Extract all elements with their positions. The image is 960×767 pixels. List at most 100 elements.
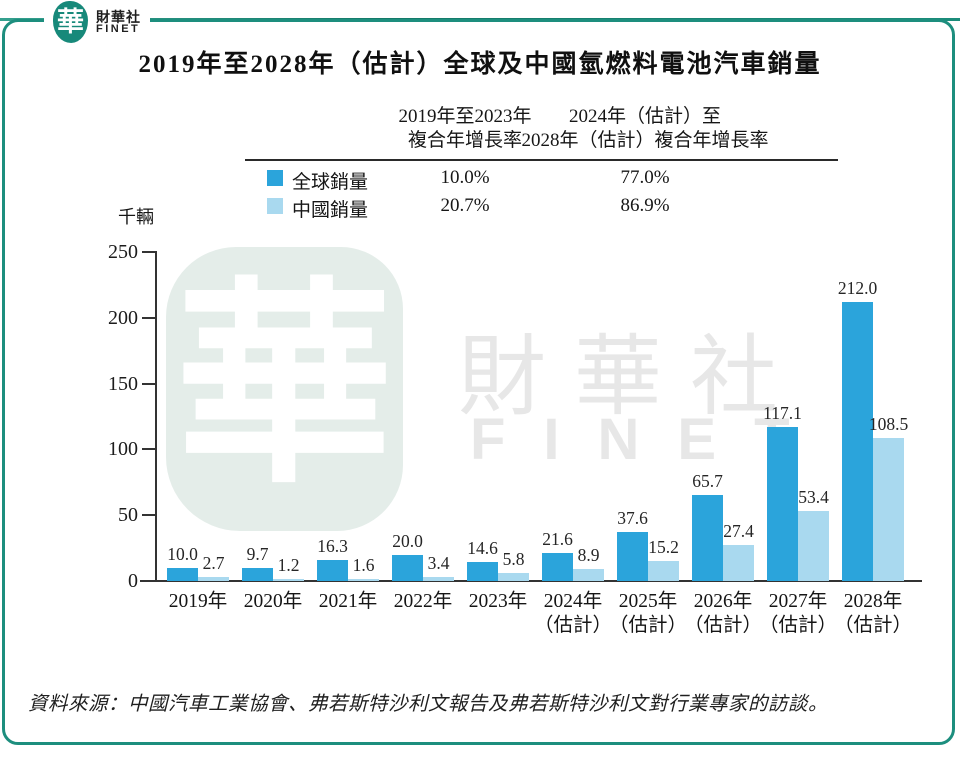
bar-value-china-2024年: 8.9 xyxy=(577,545,600,566)
bar-value-global-2026年: 65.7 xyxy=(692,470,723,491)
x-axis-label-line: 2022年 xyxy=(393,591,453,612)
bar-china-2020年 xyxy=(273,579,304,581)
y-axis-tick-label: 150 xyxy=(108,372,138,395)
x-axis-label-line: 2019年 xyxy=(168,591,228,612)
x-axis-label-2027年: 2027年 （估計） xyxy=(759,590,837,638)
finet-logo: 華 財華社 FINET xyxy=(44,0,150,50)
bar-china-2026年 xyxy=(723,544,754,581)
bar-global-2024年 xyxy=(542,552,573,581)
cagr-header-line: 2019年至2023年 xyxy=(398,106,532,127)
y-axis-tick xyxy=(142,448,157,451)
y-axis-unit-label: 千輛 xyxy=(118,207,154,227)
legend-label-global: 全球銷量 xyxy=(292,172,369,193)
x-axis-line xyxy=(140,580,922,582)
x-axis-label-line: 2020年 xyxy=(243,591,303,612)
y-axis-tick-label: 100 xyxy=(108,438,138,461)
bar-global-2019年 xyxy=(167,567,198,581)
x-axis-label-line: （估計） xyxy=(833,615,913,636)
watermark-text-cn: 財華社 xyxy=(458,330,807,427)
cagr-header-2024-2028: 2024年（估計）至 2028年（估計）複合年增長率 xyxy=(495,105,795,153)
x-axis-label-line: 2023年 xyxy=(468,591,528,612)
x-axis-label-line: （估計） xyxy=(683,615,763,636)
bar-value-china-2019年: 2.7 xyxy=(202,553,225,574)
logo-name-cn: 財華社 xyxy=(96,9,141,25)
bar-global-2022年 xyxy=(392,554,423,581)
bar-value-china-2021年: 1.6 xyxy=(352,554,375,575)
finet-seal-icon: 華 xyxy=(53,1,88,43)
y-axis-tick xyxy=(142,382,157,385)
cagr-value-china-1: 20.7% xyxy=(440,195,490,216)
x-axis-label-line: 2021年 xyxy=(318,591,378,612)
y-axis-tick-label: 0 xyxy=(128,570,138,592)
y-axis-tick-label: 250 xyxy=(108,241,138,263)
cagr-header-line: 複合年增長率 xyxy=(407,130,522,151)
bar-value-china-2027年: 53.4 xyxy=(798,486,829,507)
bar-value-global-2020年: 9.7 xyxy=(246,544,269,565)
x-axis-label-line: 2027年 xyxy=(768,591,828,612)
bar-value-global-2024年: 21.6 xyxy=(542,528,573,549)
y-axis-line xyxy=(155,252,157,581)
cagr-value-global-1: 10.0% xyxy=(440,167,490,188)
cagr-header-line: 2028年（估計）複合年增長率 xyxy=(521,130,769,151)
x-axis-label-2025年: 2025年 （估計） xyxy=(609,590,687,638)
bar-global-2023年 xyxy=(467,561,498,581)
x-axis-label-line: 2028年 xyxy=(843,591,903,612)
bar-value-global-2028年: 212.0 xyxy=(837,278,878,298)
x-axis-label-line: （估計） xyxy=(608,615,688,636)
y-axis-tick xyxy=(142,316,157,319)
bar-value-global-2022年: 20.0 xyxy=(392,530,423,551)
x-axis-label-2026年: 2026年 （估計） xyxy=(684,590,762,638)
x-axis-label-line: 2025年 xyxy=(618,591,678,612)
bar-value-china-2028年: 108.5 xyxy=(868,414,909,435)
y-axis-tick xyxy=(142,251,157,253)
y-axis-tick-label: 200 xyxy=(108,306,138,329)
y-axis-tick xyxy=(142,514,157,517)
bar-value-global-2019年: 10.0 xyxy=(167,543,198,564)
x-axis-label-line: （估計） xyxy=(533,615,613,636)
bar-china-2024年 xyxy=(573,569,604,581)
bar-china-2025年 xyxy=(648,560,679,581)
bar-global-2025年 xyxy=(617,531,648,581)
watermark-seal-icon: 華 xyxy=(166,247,403,531)
source-note: 資料來源：中國汽車工業協會、弗若斯特沙利文報告及弗若斯特沙利文對行業專家的訪談。 xyxy=(28,694,829,715)
bar-china-2028年 xyxy=(873,438,904,581)
cagr-header-2019-2023: 2019年至2023年 複合年增長率 xyxy=(345,105,585,153)
bar-china-2022年 xyxy=(423,576,454,581)
bar-china-2027年 xyxy=(798,510,829,581)
y-axis-tick xyxy=(142,580,157,582)
watermark-seal-character: 華 xyxy=(175,268,394,509)
bar-china-2021年 xyxy=(348,578,379,581)
bar-global-2021年 xyxy=(317,559,348,581)
x-axis-label-2028年: 2028年 （估計） xyxy=(834,590,912,638)
chart-title: 2019年至2028年（估計）全球及中國氫燃料電池汽車銷量 xyxy=(138,51,822,78)
cagr-header-line: 2024年（估計）至 xyxy=(568,106,721,127)
y-axis-tick-label: 50 xyxy=(118,504,138,527)
table-rule xyxy=(245,159,838,161)
x-axis-label-line: 2026年 xyxy=(693,591,753,612)
legend-label-china: 中國銷量 xyxy=(292,200,369,221)
bar-value-china-2025年: 15.2 xyxy=(648,536,679,557)
bar-value-china-2026年: 27.4 xyxy=(723,520,754,541)
x-axis-label-2024年: 2024年 （估計） xyxy=(534,590,612,638)
bar-value-china-2020年: 1.2 xyxy=(277,555,300,576)
x-axis-label-2019年: 2019年 xyxy=(169,590,228,614)
card-border xyxy=(2,19,955,745)
x-axis-label-2023年: 2023年 xyxy=(469,590,528,614)
seal-character: 華 xyxy=(57,6,84,37)
watermark-text-en: FINET xyxy=(470,407,828,472)
bar-global-2026年 xyxy=(692,494,723,581)
bar-value-global-2027年: 117.1 xyxy=(763,402,802,423)
x-axis-label-line: （估計） xyxy=(758,615,838,636)
legend-swatch-global xyxy=(267,170,283,186)
cagr-value-china-2: 86.9% xyxy=(620,195,670,216)
bar-global-2028年 xyxy=(842,302,873,581)
x-axis-label-line: 2024年 xyxy=(543,591,603,612)
logo-name-en: FINET xyxy=(96,23,141,35)
cagr-value-global-2: 77.0% xyxy=(620,167,670,188)
x-axis-label-2020年: 2020年 xyxy=(244,590,303,614)
legend-swatch-china xyxy=(267,198,283,214)
bar-value-china-2022年: 3.4 xyxy=(427,552,450,573)
bar-global-2027年 xyxy=(767,426,798,581)
